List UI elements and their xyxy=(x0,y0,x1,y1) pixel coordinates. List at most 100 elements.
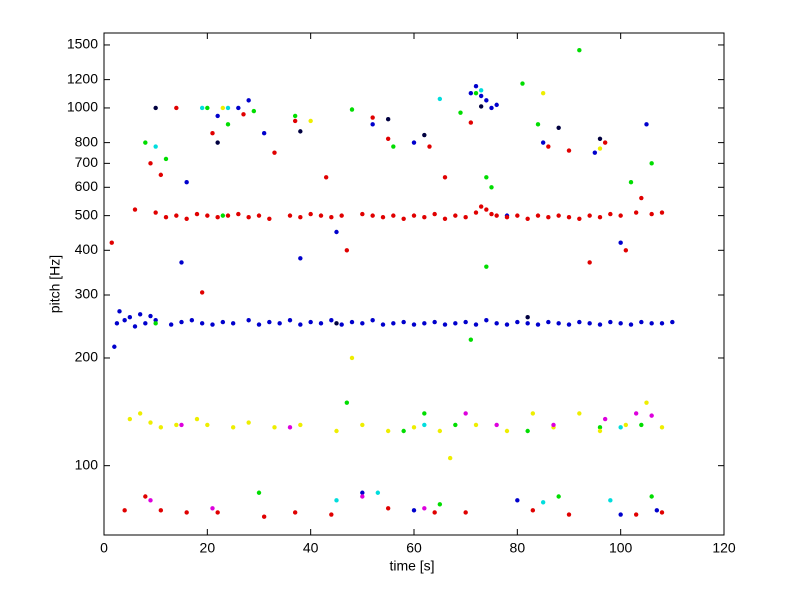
point xyxy=(225,122,231,127)
point xyxy=(639,195,644,201)
point xyxy=(308,319,313,325)
point xyxy=(628,322,634,327)
point xyxy=(468,120,474,125)
point xyxy=(525,428,530,434)
point xyxy=(148,313,153,319)
point xyxy=(608,211,613,217)
point xyxy=(484,264,489,269)
point xyxy=(453,422,458,428)
point xyxy=(205,105,210,111)
point xyxy=(179,422,184,428)
point xyxy=(633,512,639,517)
point xyxy=(148,161,153,166)
point xyxy=(391,144,396,149)
point xyxy=(478,104,484,109)
point xyxy=(298,322,303,327)
point xyxy=(184,180,189,185)
point xyxy=(236,211,241,217)
point xyxy=(174,422,179,428)
point xyxy=(261,514,267,519)
point xyxy=(422,411,427,416)
point xyxy=(246,98,251,103)
point xyxy=(494,422,499,428)
point xyxy=(566,512,572,517)
point xyxy=(453,321,458,326)
point xyxy=(422,214,427,220)
point xyxy=(556,494,561,499)
point xyxy=(375,490,381,495)
point xyxy=(577,48,582,53)
point xyxy=(210,130,215,136)
point xyxy=(401,428,406,434)
point xyxy=(422,506,427,511)
point xyxy=(137,312,143,317)
point xyxy=(385,428,391,434)
y-tick-label: 200 xyxy=(75,349,99,365)
point xyxy=(163,156,169,162)
point xyxy=(153,321,158,326)
point xyxy=(473,84,479,89)
point xyxy=(432,319,437,325)
point xyxy=(199,105,205,111)
point xyxy=(401,216,406,221)
point xyxy=(298,129,303,134)
point xyxy=(230,321,236,326)
point xyxy=(504,428,510,434)
point xyxy=(659,510,665,515)
point xyxy=(153,318,158,323)
point xyxy=(540,500,546,505)
point xyxy=(158,508,164,513)
point xyxy=(114,321,120,326)
point xyxy=(334,321,339,326)
x-tick-label: 0 xyxy=(100,540,108,556)
y-tick-label: 700 xyxy=(75,154,99,170)
point xyxy=(292,510,298,515)
point xyxy=(473,90,479,96)
point xyxy=(633,210,639,215)
point xyxy=(577,411,582,416)
point xyxy=(659,425,665,430)
point xyxy=(339,213,344,218)
point xyxy=(566,322,572,327)
point xyxy=(489,185,494,190)
plot-frame xyxy=(103,32,725,536)
point xyxy=(530,508,536,513)
point xyxy=(618,512,623,517)
point xyxy=(618,321,623,326)
point xyxy=(349,107,355,112)
point xyxy=(473,322,479,327)
point xyxy=(447,455,453,461)
point xyxy=(287,318,293,323)
point xyxy=(210,322,215,327)
point xyxy=(546,319,551,325)
point xyxy=(597,136,603,141)
x-tick-label: 80 xyxy=(510,540,526,556)
point xyxy=(308,118,313,124)
point xyxy=(602,416,608,422)
point xyxy=(442,175,448,180)
point xyxy=(112,344,117,349)
point xyxy=(277,321,282,326)
point xyxy=(618,425,623,430)
y-tick-label: 300 xyxy=(75,286,99,302)
point xyxy=(215,113,220,119)
point xyxy=(148,498,153,503)
point xyxy=(633,411,639,416)
point xyxy=(179,319,184,325)
point xyxy=(127,315,133,320)
point xyxy=(535,322,541,327)
point xyxy=(592,150,598,155)
point xyxy=(478,204,484,209)
point xyxy=(566,148,572,153)
point xyxy=(515,319,520,325)
point xyxy=(546,214,551,220)
point xyxy=(473,210,479,215)
point xyxy=(670,319,675,325)
point xyxy=(484,175,489,180)
point xyxy=(411,213,417,218)
point xyxy=(298,422,303,428)
point xyxy=(267,319,272,325)
point xyxy=(525,216,530,221)
point xyxy=(556,125,561,131)
point xyxy=(587,213,592,218)
